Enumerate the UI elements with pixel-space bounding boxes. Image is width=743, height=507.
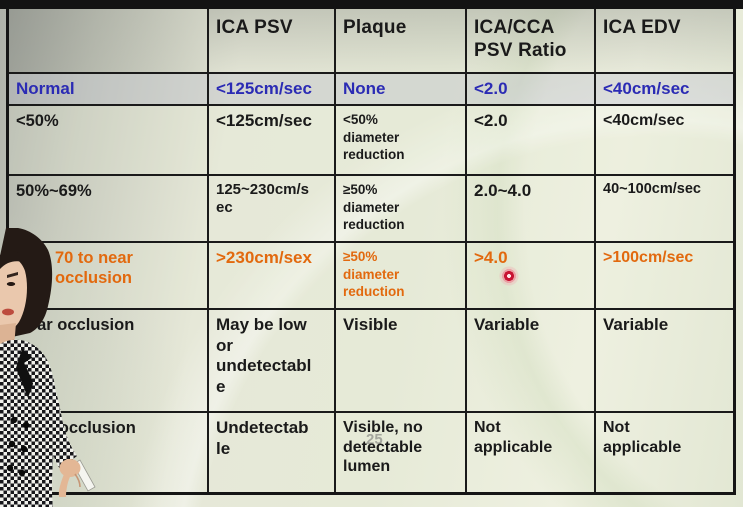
table-cell: Visible [336,310,467,413]
column-header-plaque: Plaque [336,9,467,74]
presenter-arm [24,355,77,469]
table-cell: 2.0~4.0 [467,176,596,243]
table-cell: >4.0 [467,243,596,310]
table-cell: Undetectab le [209,413,336,492]
table-cell: 40~100cm/sec [596,176,733,243]
row-label: 50%~69% [9,176,209,243]
table-cell: <125cm/sec [209,106,336,176]
table-cell: ≥50% diameter reduction [336,176,467,243]
column-header-ica-cca-psv-ratio: ICA/CCA PSV Ratio [467,9,596,74]
table-cell: May be low or undetectabl e [209,310,336,413]
table-cell: <125cm/sec [209,74,336,106]
row-label: <50% [9,106,209,176]
table-cell: Visible, no detectable lumen [336,413,467,492]
table-cell: <40cm/sec [596,106,733,176]
table-cell: >100cm/sec [596,243,733,310]
top-black-bar [0,0,743,9]
table-cell: Not applicable [603,419,682,456]
table-cell: Variable [467,310,596,413]
laser-pointer-dot [499,266,519,286]
table-cell: >230cm/sex [209,243,336,310]
table-cell: <50% diameter reduction [336,106,467,176]
column-header-empty [9,9,209,74]
row-label: Normal [9,74,209,106]
presenter-webcam-overlay [0,228,96,507]
table-cell: Variable [596,310,733,413]
table-cell: 125~230cm/s ec [209,176,336,243]
slide-page-number: 25 [366,431,383,448]
table-cell: <2.0 [467,74,596,106]
table-cell: ≥50% diameter reduction [336,243,467,310]
column-header-ica-edv: ICA EDV [596,9,733,74]
presenter-hand [59,459,81,477]
table-cell: None [336,74,467,106]
table-cell: Not applicable [467,413,596,492]
stenosis-criteria-table: ICA PSV Plaque ICA/CCA PSV Ratio ICA EDV… [6,9,736,495]
column-header-ica-psv: ICA PSV [209,9,336,74]
table-cell: <40cm/sec [596,74,733,106]
table-cell: <2.0 [467,106,596,176]
